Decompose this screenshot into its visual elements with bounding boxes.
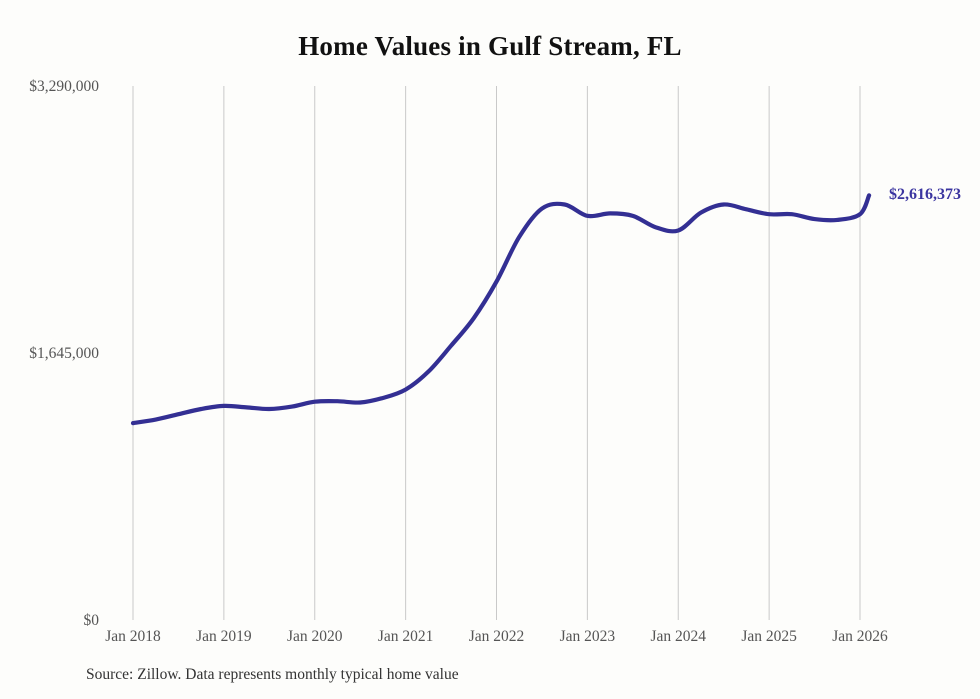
y-axis-labels: $3,290,000 $1,645,000 $0 <box>0 0 99 699</box>
x-tick-label-jan-2022: Jan 2022 <box>468 628 525 645</box>
y-tick-label-bottom: $0 <box>83 612 100 629</box>
x-tick-label-jan-2025: Jan 2025 <box>741 628 797 645</box>
x-tick-label-jan-2024: Jan 2024 <box>650 628 707 645</box>
x-axis-labels: Jan 2018 Jan 2019 Jan 2020 Jan 2021 Jan 2022… <box>0 620 980 660</box>
x-tick-label-jan-2019: Jan 2019 <box>196 628 252 645</box>
x-tick-label-jan-2026: Jan 2026 <box>832 628 888 645</box>
series-line-typical-home-value <box>130 193 872 426</box>
y-tick-label-top: $3,290,000 <box>29 78 99 95</box>
chart-title: Home Values in Gulf Stream, FL <box>298 31 682 61</box>
end-value-label: $2,616,373 <box>889 186 961 204</box>
x-tick-label-jan-2018: Jan 2018 <box>105 628 161 645</box>
y-tick-label-mid: $1,645,000 <box>29 345 99 362</box>
x-tick-label-jan-2020: Jan 2020 <box>286 628 343 645</box>
source-note: Source: Zillow. Data represents monthly … <box>86 666 459 683</box>
x-tick-label-jan-2023: Jan 2023 <box>559 628 616 645</box>
x-tick-label-jan-2021: Jan 2021 <box>377 628 434 645</box>
gridlines <box>132 86 861 620</box>
